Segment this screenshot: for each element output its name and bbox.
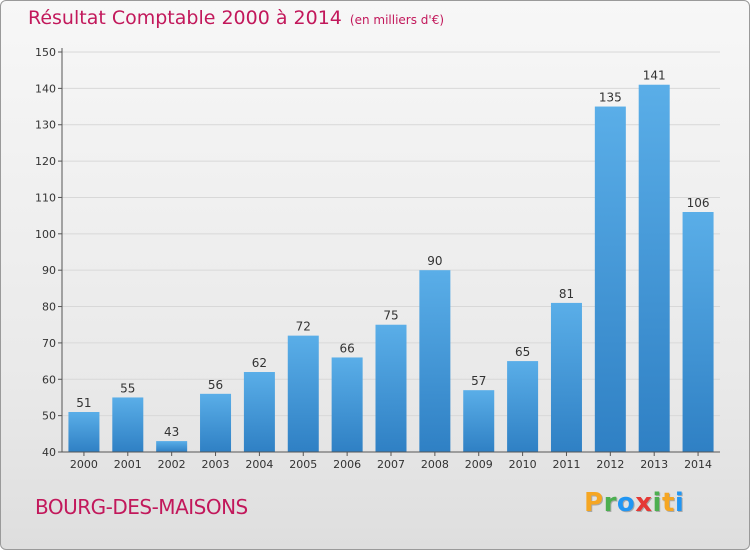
data-label: 43 — [164, 425, 179, 439]
y-tick-label: 150 — [35, 46, 56, 59]
y-tick-label: 140 — [35, 82, 56, 95]
data-label: 106 — [687, 196, 710, 210]
bar-2005 — [287, 335, 319, 452]
x-tick-label: 2004 — [245, 458, 273, 471]
bar-2012 — [594, 106, 626, 452]
x-tick-label: 2000 — [70, 458, 98, 471]
x-tick-label: 2003 — [202, 458, 230, 471]
logo-letter: o — [616, 488, 636, 518]
x-tick-label: 2009 — [465, 458, 493, 471]
x-tick-label: 2001 — [114, 458, 142, 471]
bar-2008 — [419, 270, 451, 452]
data-label: 57 — [471, 374, 486, 388]
data-label: 55 — [120, 381, 135, 395]
y-tick-label: 60 — [42, 373, 56, 386]
y-tick-label: 70 — [42, 337, 56, 350]
data-label: 135 — [599, 91, 622, 105]
x-tick-label: 2011 — [552, 458, 580, 471]
y-tick-label: 50 — [42, 410, 56, 423]
bar-2002 — [156, 441, 188, 452]
x-tick-label: 2010 — [509, 458, 537, 471]
y-tick-label: 80 — [42, 301, 56, 314]
proxiti-logo: Proxiti — [584, 488, 684, 518]
logo-letter: P — [584, 488, 604, 518]
x-tick-label: 2014 — [684, 458, 712, 471]
logo-letter: x — [635, 488, 653, 518]
logo-letter: t — [661, 488, 675, 518]
data-label: 56 — [208, 378, 223, 392]
y-tick-label: 90 — [42, 264, 56, 277]
y-tick-label: 40 — [42, 446, 56, 459]
bars — [68, 84, 714, 453]
chart-title-text: Résultat Comptable 2000 à 2014 — [28, 7, 342, 29]
bar-2003 — [200, 393, 232, 452]
data-labels: 51 55 43 56 62 72 66 75 90 57 65 81 135 141 106 — [76, 69, 709, 439]
data-label: 90 — [427, 254, 442, 268]
chart-unit: (en milliers d'€) — [349, 13, 445, 27]
logo-letter: i — [652, 488, 662, 518]
data-label: 65 — [515, 345, 530, 359]
x-tick-label: 2007 — [377, 458, 405, 471]
y-tick-label: 120 — [35, 155, 56, 168]
y-tick-label: 130 — [35, 119, 56, 132]
x-tick-label: 2008 — [421, 458, 449, 471]
bar-2013 — [638, 84, 670, 453]
logo-letter: i — [674, 488, 685, 518]
commune-name: BOURG-DES-MAISONS — [35, 495, 248, 519]
y-tick-label: 100 — [35, 228, 56, 241]
bar-2010 — [507, 361, 539, 452]
bar-2000 — [68, 412, 100, 452]
bar-2006 — [331, 357, 363, 452]
x-tick-label: 2005 — [289, 458, 317, 471]
data-label: 81 — [559, 287, 574, 301]
y-tick-label: 110 — [35, 191, 56, 204]
bar-2011 — [550, 302, 582, 452]
data-label: 141 — [643, 69, 666, 83]
data-label: 51 — [76, 396, 91, 410]
chart-title: Résultat Comptable 2000 à 2014 (en millie… — [28, 7, 444, 29]
bar-2009 — [463, 390, 495, 452]
x-tick-label: 2006 — [333, 458, 361, 471]
x-tick-label: 2013 — [640, 458, 668, 471]
data-label: 62 — [252, 356, 267, 370]
x-tick-label: 2002 — [158, 458, 186, 471]
bar-2004 — [243, 372, 275, 452]
data-label: 75 — [383, 309, 398, 323]
data-label: 72 — [296, 320, 311, 334]
axes: 40 50 60 70 80 90 100 110 120 130 140 150 2000 2001 20… — [35, 46, 720, 471]
x-tick-label: 2012 — [596, 458, 624, 471]
logo-letter: r — [603, 488, 617, 518]
bar-2001 — [112, 397, 144, 452]
bar-2014 — [682, 212, 714, 452]
data-label: 66 — [339, 341, 354, 355]
bar-2007 — [375, 324, 407, 452]
